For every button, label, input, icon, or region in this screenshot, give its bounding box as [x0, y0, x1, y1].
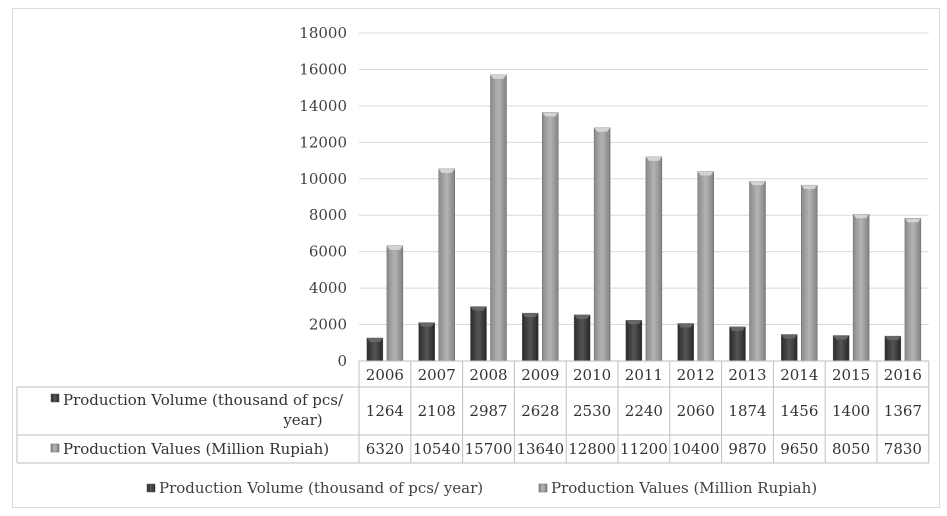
bar-volume-2010 [573, 314, 591, 362]
y-tick-label: 0 [337, 352, 347, 370]
bar-cap [438, 168, 455, 173]
data-label: 10540 [413, 440, 461, 458]
bar-cap [801, 185, 818, 190]
data-label: 9870 [728, 440, 766, 458]
legend-label: Production Values (Million Rupiah) [551, 479, 817, 497]
data-label: 1264 [366, 402, 404, 420]
bar-cap [904, 218, 921, 223]
legend-swatch [538, 483, 548, 493]
data-label: 12800 [568, 440, 616, 458]
x-tick-label: 2014 [780, 366, 818, 384]
bar-cap [833, 335, 850, 340]
table-legend-key [50, 443, 60, 453]
data-label: 1367 [884, 402, 922, 420]
y-tick-label: 8000 [309, 206, 347, 224]
bar-cap [366, 337, 383, 342]
y-tick-label: 12000 [299, 133, 347, 151]
x-tick-label: 2009 [521, 366, 559, 384]
table-row-label: year) [282, 411, 322, 429]
x-tick-label: 2011 [625, 366, 663, 384]
legend-swatch [146, 483, 156, 493]
chart-frame: 0 2000 4000 6000 8000 10000 12000 14000 16000 180… [12, 8, 940, 508]
data-label: 8050 [832, 440, 870, 458]
bar-value-2015 [852, 214, 870, 362]
x-tick-label: 2008 [469, 366, 507, 384]
data-label: 1456 [780, 402, 818, 420]
y-tick-label: 10000 [299, 170, 347, 188]
y-tick-label: 2000 [309, 316, 347, 334]
data-label: 2060 [677, 402, 715, 420]
data-label: 15700 [465, 440, 513, 458]
bar-cap [729, 326, 746, 331]
bar-volume-2012 [677, 323, 694, 362]
bar-chart: 0 2000 4000 6000 8000 10000 12000 14000 16000 180… [16, 24, 930, 497]
bar-cap [645, 156, 662, 161]
bar-cap [594, 127, 611, 132]
bar-volume-2007 [418, 322, 435, 362]
bar-cap [781, 334, 798, 339]
x-tick-label: 2010 [573, 366, 611, 384]
x-tick-label: 2012 [677, 366, 715, 384]
bar-value-2007 [438, 168, 455, 362]
bar-cap [677, 323, 694, 328]
data-label: 13640 [516, 440, 564, 458]
bar-cap [749, 181, 766, 186]
x-tick-label: 2007 [418, 366, 456, 384]
bar-value-2006 [386, 245, 404, 362]
data-label: 10400 [672, 440, 720, 458]
bar-cap [522, 313, 539, 318]
bar-volume-2009 [522, 312, 539, 362]
x-tick-label: 2015 [832, 366, 870, 384]
bar-volume-2011 [625, 319, 643, 362]
y-axis: 0 2000 4000 6000 8000 10000 12000 14000 16000 180… [299, 24, 347, 370]
data-table: 2006 2007 2008 2009 2010 2011 2012 2013 2014 2015… [16, 360, 930, 464]
bar-cap [574, 314, 591, 319]
legend-label: Production Volume (thousand of pcs/ year… [159, 479, 483, 497]
data-label: 2240 [625, 402, 663, 420]
legend: Production Volume (thousand of pcs/ year… [146, 479, 817, 497]
bar-value-2010 [593, 127, 611, 362]
table-row-label: Production Volume (thousand of pcs/ [63, 391, 344, 409]
data-label: 7830 [884, 440, 922, 458]
bar-cap [697, 171, 714, 176]
bar-value-2014 [801, 184, 818, 362]
bar-value-2016 [904, 218, 922, 362]
data-label: 11200 [620, 440, 668, 458]
data-label: 6320 [366, 440, 404, 458]
data-label: 2628 [521, 402, 559, 420]
bar-cap [386, 245, 403, 250]
bar-value-2013 [749, 180, 766, 362]
data-label: 2530 [573, 402, 611, 420]
data-label: 2987 [469, 402, 507, 420]
bar-volume-2008 [470, 306, 487, 362]
bar-cap [418, 322, 435, 327]
bars [366, 74, 922, 362]
table-row-label: Production Values (Million Rupiah) [63, 440, 329, 458]
x-tick-label: 2013 [728, 366, 766, 384]
bar-value-2008 [490, 74, 507, 362]
y-tick-label: 18000 [299, 24, 347, 42]
bar-cap [542, 112, 559, 117]
data-label: 1400 [832, 402, 870, 420]
y-tick-label: 14000 [299, 97, 347, 115]
data-label: 9650 [780, 440, 818, 458]
bar-volume-2013 [729, 326, 746, 362]
bar-cap [490, 74, 507, 79]
y-tick-label: 6000 [309, 243, 347, 261]
data-label: 2108 [418, 402, 456, 420]
data-label: 1874 [728, 402, 766, 420]
bar-cap [853, 214, 870, 219]
bar-cap [625, 320, 642, 325]
bar-cap [470, 306, 487, 311]
bar-value-2011 [645, 156, 663, 362]
y-tick-label: 4000 [309, 279, 347, 297]
table-legend-key [50, 393, 60, 403]
y-tick-label: 16000 [299, 60, 347, 78]
x-tick-label: 2016 [884, 366, 922, 384]
bar-cap [884, 336, 901, 341]
bar-value-2012 [697, 171, 714, 362]
x-tick-label: 2006 [366, 366, 404, 384]
bar-value-2009 [542, 112, 559, 362]
